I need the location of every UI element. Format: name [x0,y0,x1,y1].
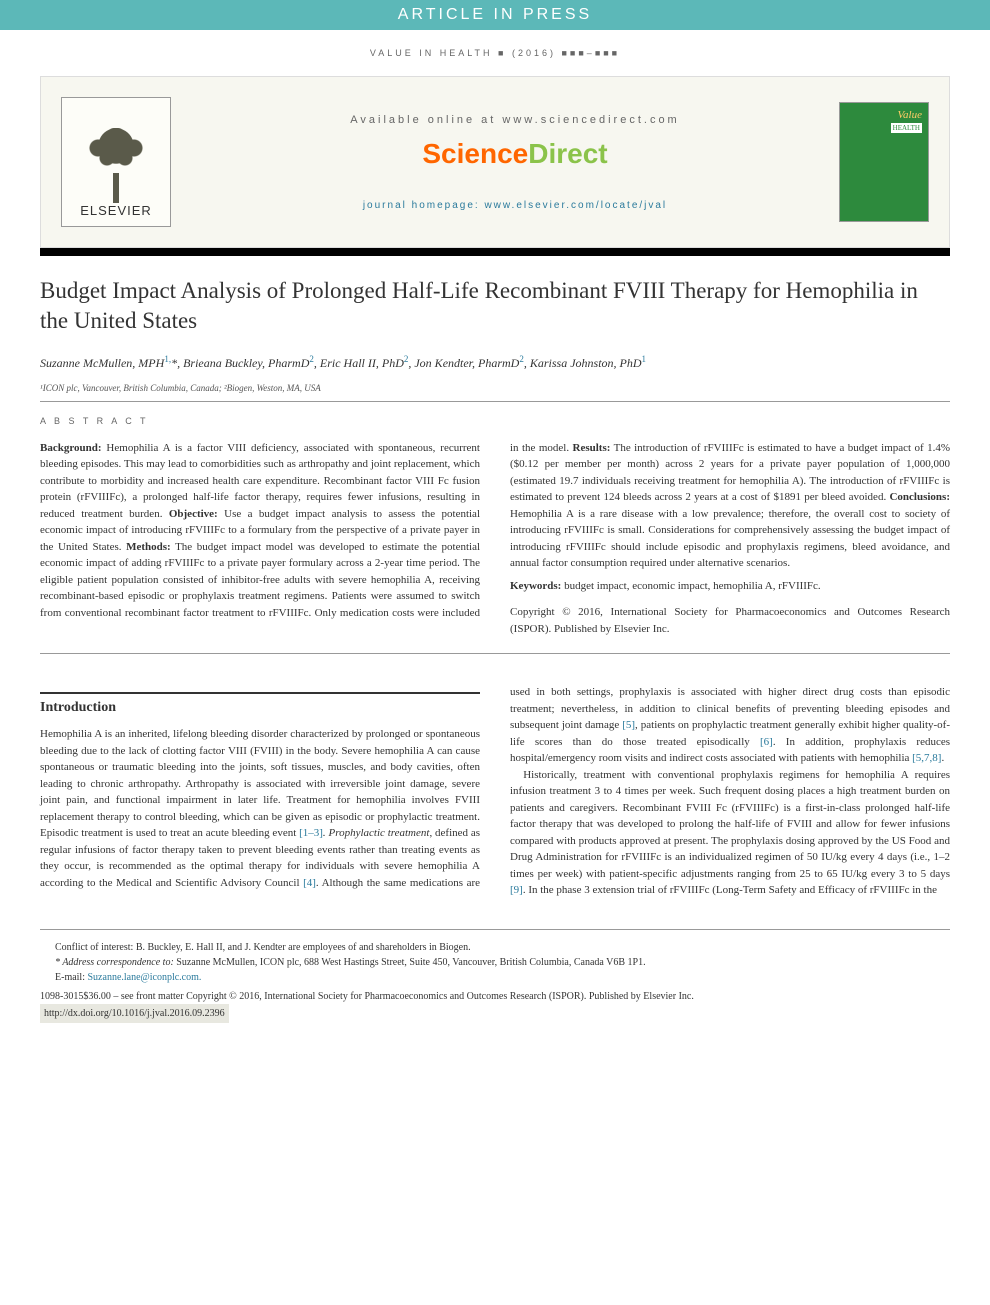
article-in-press-banner: ARTICLE IN PRESS [0,0,990,30]
article-title: Budget Impact Analysis of Prolonged Half… [40,276,950,336]
email-link[interactable]: Suzanne.lane@iconplc.com. [88,972,202,983]
sciencedirect-logo[interactable]: ScienceDirect [191,138,839,170]
rule-top [40,401,950,402]
ref-5[interactable]: [5] [622,719,635,731]
kw-text: budget impact, economic impact, hemophil… [561,580,820,592]
bg-label: Background: [40,442,102,454]
intro-para-2: Historically, treatment with conventiona… [510,767,950,899]
header-center: Available online at www.sciencedirect.co… [191,114,839,211]
journal-cover-thumbnail: Value HEALTH [839,102,929,222]
p2b: . In the phase 3 extension trial of rFVI… [523,884,937,896]
kw-label: Keywords: [510,580,561,592]
res-label: Results: [573,442,611,454]
abstract-copyright: Copyright © 2016, International Society … [510,604,950,637]
article-content: Budget Impact Analysis of Prolonged Half… [0,256,990,1043]
keywords-line: Keywords: budget impact, economic impact… [510,578,950,595]
elsevier-tree-icon [76,123,156,203]
conc-text: Hemophilia A is a rare disease with a lo… [510,508,950,570]
cover-subtitle: HEALTH [891,123,922,133]
cover-title: Value [846,109,922,121]
ref-9[interactable]: [9] [510,884,523,896]
publisher-header: ELSEVIER Available online at www.science… [40,76,950,248]
introduction-heading: Introduction [40,700,480,716]
available-online-text: Available online at www.sciencedirect.co… [191,114,839,126]
correspondence: * Address correspondence to: Suzanne McM… [40,955,950,970]
rule-bottom [40,653,950,654]
introduction-body: Hemophilia A is an inherited, lifelong b… [40,684,950,899]
elsevier-label: ELSEVIER [80,203,152,218]
divider-bar [40,248,950,256]
sd-text-right: Direct [528,138,607,169]
p1f: . [941,752,944,764]
doi-link[interactable]: http://dx.doi.org/10.1016/j.jval.2016.09… [40,1004,229,1023]
elsevier-logo: ELSEVIER [61,97,171,227]
obj-label: Objective: [169,508,218,520]
meth-label: Methods: [126,541,171,553]
email-line: E-mail: Suzanne.lane@iconplc.com. [40,970,950,985]
intro-rule [40,692,480,694]
abstract-label: A B S T R A C T [40,416,950,426]
conc-label: Conclusions: [889,491,950,503]
journal-reference: VALUE IN HEALTH ■ (2016) ■■■–■■■ [0,30,990,76]
sd-text-left: Science [422,138,528,169]
affiliations: ¹ICON plc, Vancouver, British Columbia, … [40,383,950,393]
abstract-body: Background: Hemophilia A is a factor VII… [40,440,950,638]
p1a: Hemophilia A is an inherited, lifelong b… [40,728,480,839]
ref-6[interactable]: [6] [760,736,773,748]
address-text: Suzanne McMullen, ICON plc, 688 West Has… [174,957,646,968]
ref-5-7-8[interactable]: [5,7,8] [912,752,941,764]
email-label: E-mail: [55,972,88,983]
author-list: Suzanne McMullen, MPH1,*, Brieana Buckle… [40,352,950,373]
conflict-of-interest: Conflict of interest: B. Buckley, E. Hal… [40,940,950,955]
ref-1-3[interactable]: [1–3] [299,827,323,839]
journal-homepage-link[interactable]: journal homepage: www.elsevier.com/locat… [191,200,839,211]
footnotes: Conflict of interest: B. Buckley, E. Hal… [40,929,950,1023]
main-body-columns: Introduction Hemophilia A is an inherite… [40,684,950,899]
address-label: * Address correspondence to: [55,957,174,968]
ref-4[interactable]: [4] [303,877,316,889]
issn-copyright: 1098-3015$36.00 – see front matter Copyr… [40,989,950,1004]
p2a: Historically, treatment with conventiona… [510,769,950,880]
